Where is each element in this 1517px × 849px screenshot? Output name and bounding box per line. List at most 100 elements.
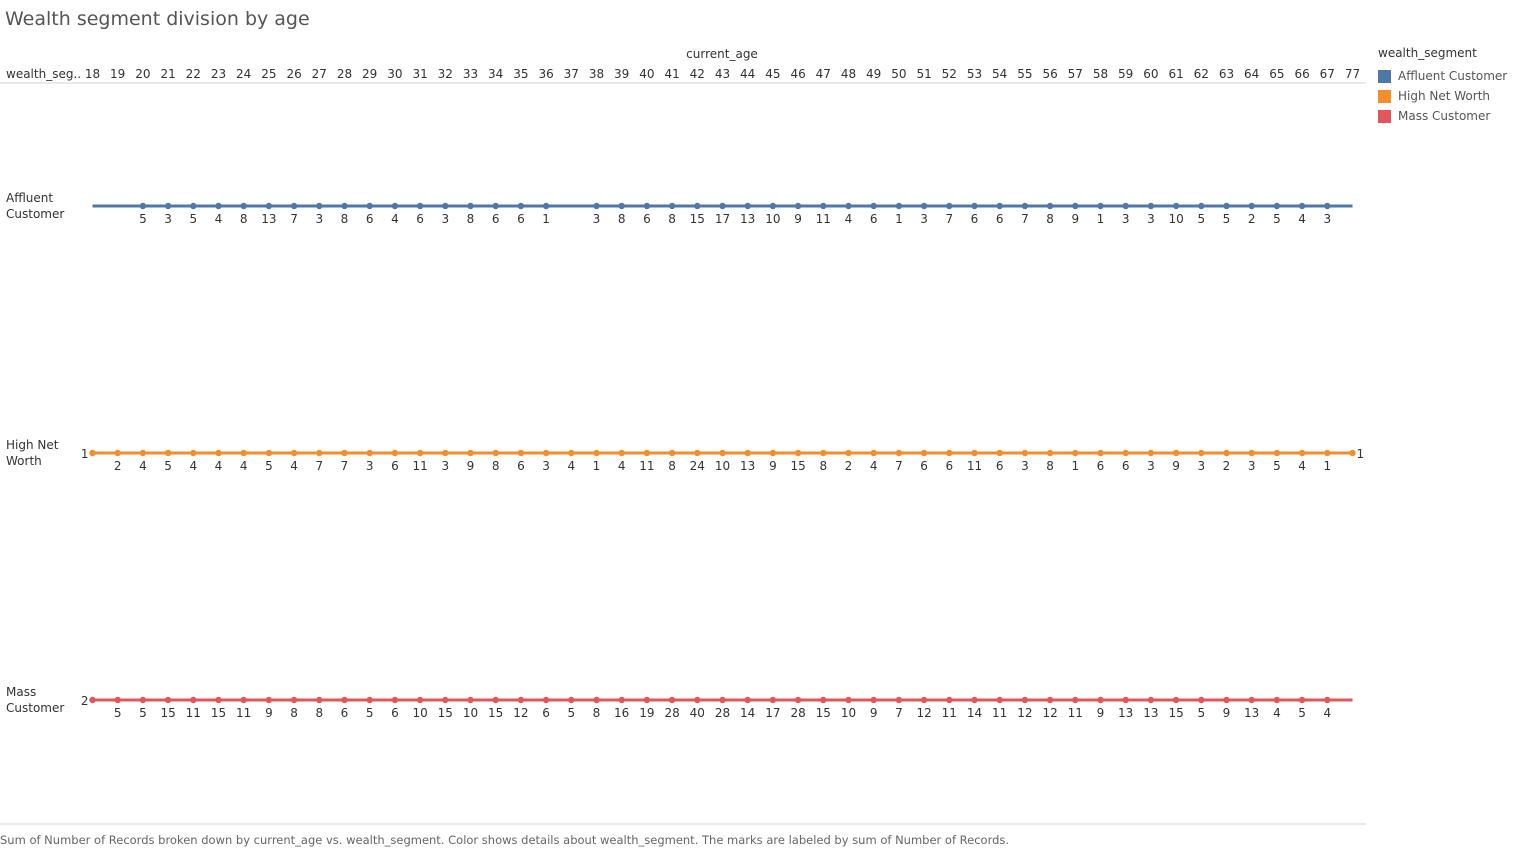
data-label: 15 <box>1168 706 1183 720</box>
x-tick-label: 31 <box>412 67 427 81</box>
data-label: 5 <box>265 459 273 473</box>
x-tick-label: 34 <box>488 67 503 81</box>
data-point <box>1122 202 1129 210</box>
data-point <box>996 449 1003 457</box>
data-label: 7 <box>895 706 903 720</box>
data-point <box>1273 696 1281 704</box>
data-point <box>1273 449 1281 457</box>
data-point <box>996 696 1003 704</box>
data-point <box>240 202 247 210</box>
data-point <box>391 449 399 457</box>
data-point <box>769 449 777 457</box>
data-label: 15 <box>790 459 805 473</box>
data-point <box>290 696 298 704</box>
data-label: 3 <box>366 459 374 473</box>
data-label: 6 <box>920 459 928 473</box>
data-label: 4 <box>391 212 399 226</box>
legend-item-high-net-worth[interactable]: High Net Worth <box>1378 86 1507 106</box>
data-point <box>265 696 273 704</box>
data-label: 5 <box>1273 459 1281 473</box>
data-label: 2 <box>1248 212 1256 226</box>
data-point <box>114 696 121 704</box>
data-label: 3 <box>164 212 172 226</box>
data-point <box>542 202 550 210</box>
data-point <box>1021 449 1029 457</box>
legend-swatch-affluent <box>1378 69 1391 83</box>
data-label: 4 <box>290 459 298 473</box>
data-label: 4 <box>1323 706 1331 720</box>
data-point <box>366 449 373 457</box>
data-label: 5 <box>1223 212 1231 226</box>
data-point <box>542 696 550 704</box>
data-label: 11 <box>992 706 1007 720</box>
data-label: 7 <box>1021 212 1029 226</box>
x-tick-label: 49 <box>866 67 881 81</box>
row-label: Customer <box>6 207 64 221</box>
data-label: 13 <box>740 212 755 226</box>
data-label: 3 <box>315 212 323 226</box>
data-label: 1 <box>895 212 903 226</box>
data-label: 5 <box>139 706 147 720</box>
data-point <box>668 449 676 457</box>
x-tick-label: 62 <box>1194 67 1209 81</box>
data-label: 4 <box>215 212 223 226</box>
data-point <box>1298 449 1306 457</box>
data-label: 6 <box>1097 459 1105 473</box>
row-label: Mass <box>6 685 36 699</box>
data-label: 8 <box>315 706 323 720</box>
data-label: 6 <box>996 459 1004 473</box>
data-point <box>366 696 373 704</box>
x-tick-label: 63 <box>1219 67 1234 81</box>
data-label: 9 <box>265 706 273 720</box>
data-label: 6 <box>945 459 953 473</box>
data-label: 13 <box>261 212 276 226</box>
data-point <box>442 202 449 210</box>
x-tick-label: 58 <box>1093 67 1108 81</box>
data-label: 1 <box>81 447 89 461</box>
data-point <box>316 696 323 704</box>
data-label: 7 <box>895 459 903 473</box>
x-tick-label: 38 <box>589 67 604 81</box>
data-label: 9 <box>1172 459 1180 473</box>
data-label: 6 <box>391 459 399 473</box>
data-point <box>240 696 247 704</box>
x-tick-label: 61 <box>1168 67 1183 81</box>
x-tick-label: 46 <box>790 67 805 81</box>
x-tick-label: 57 <box>1068 67 1083 81</box>
row-header-label: wealth_seg.. <box>6 67 81 81</box>
data-point <box>845 449 852 457</box>
data-point <box>1298 696 1306 704</box>
data-point <box>694 202 701 210</box>
data-label: 5 <box>114 706 122 720</box>
legend-label-affluent: Affluent Customer <box>1398 69 1508 83</box>
data-point <box>1097 449 1104 457</box>
data-label: 8 <box>341 212 349 226</box>
x-tick-label: 41 <box>664 67 679 81</box>
legend-item-affluent[interactable]: Affluent Customer <box>1378 66 1507 86</box>
data-label: 28 <box>790 706 805 720</box>
data-point <box>920 449 928 457</box>
data-label: 8 <box>819 459 827 473</box>
data-point <box>1072 449 1079 457</box>
data-label: 9 <box>1223 706 1231 720</box>
x-tick-label: 60 <box>1143 67 1158 81</box>
data-point <box>744 202 751 210</box>
data-point <box>1172 202 1180 210</box>
data-label: 5 <box>164 459 172 473</box>
data-point <box>895 202 903 210</box>
data-label: 4 <box>189 459 197 473</box>
data-label: 17 <box>715 212 730 226</box>
data-point <box>467 696 474 704</box>
data-label: 8 <box>290 706 298 720</box>
data-label: 10 <box>765 212 780 226</box>
data-point <box>593 202 600 210</box>
data-label: 8 <box>668 459 676 473</box>
x-tick-label: 33 <box>463 67 478 81</box>
data-point <box>316 202 323 210</box>
data-point <box>1324 696 1331 704</box>
data-point <box>568 696 575 704</box>
data-label: 4 <box>240 459 248 473</box>
legend-item-mass[interactable]: Mass Customer <box>1378 106 1507 126</box>
data-point <box>1198 696 1205 704</box>
x-tick-label: 54 <box>992 67 1007 81</box>
